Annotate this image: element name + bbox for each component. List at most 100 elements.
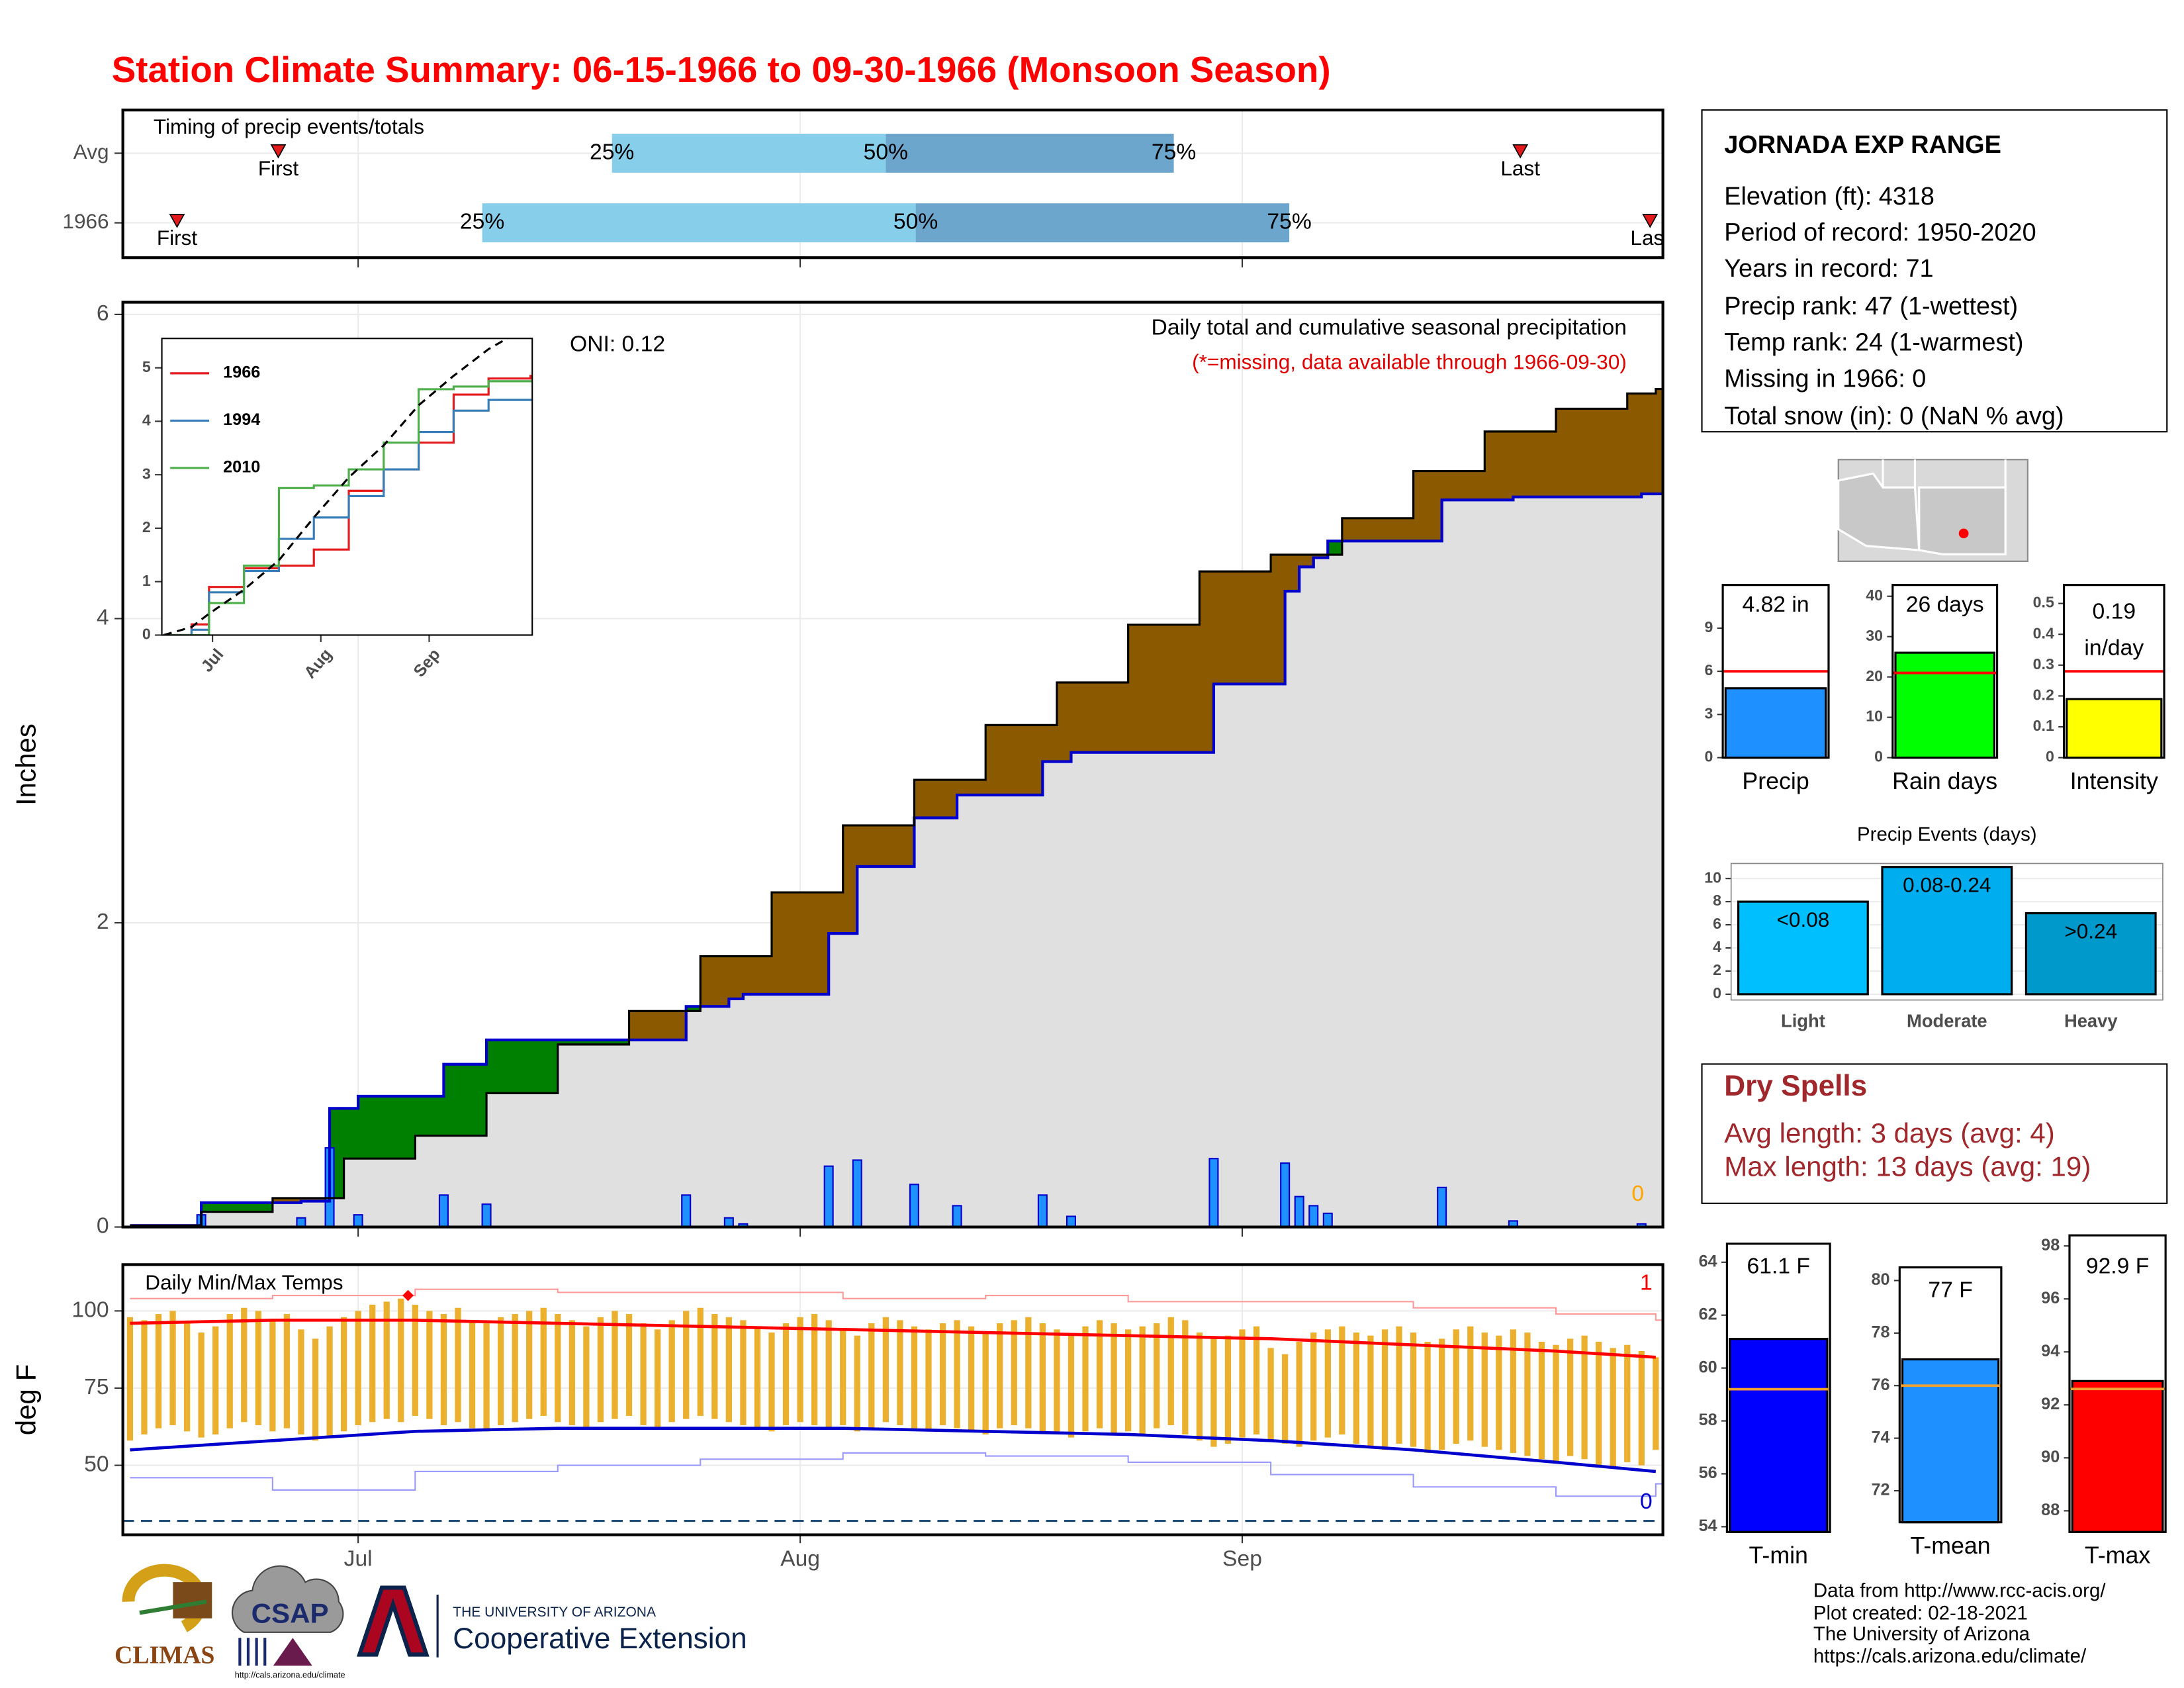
climas-text: CLIMAS [114,1641,214,1669]
y-tick-label: 60 [1699,1358,1717,1376]
temp-range-bar [640,1323,647,1425]
temp-range-bar [897,1320,903,1425]
temp-range-bar [1196,1333,1203,1441]
y-tick-label: 1 [142,572,151,589]
temp-range-bar [1139,1326,1146,1434]
daily-bar [1508,1220,1518,1227]
temp-range-bar [1653,1357,1659,1450]
temp-range-bar [526,1311,533,1419]
temp-range-bar [982,1333,989,1434]
quartile-label: 25% [590,140,634,164]
station-line: Missing in 1966: 0 [1724,365,1926,393]
daily-bar [738,1223,749,1227]
temp-range-bar [1553,1344,1559,1462]
bar [1894,651,1995,759]
temp-range-bar [1353,1333,1360,1444]
subtitle: Daily total and cumulative seasonal prec… [1152,315,1627,340]
mini-frame [1725,1243,1831,1533]
daily-bar [438,1194,449,1227]
x-tick-label: Jul [344,1546,373,1571]
temp-range-bar [811,1314,818,1425]
y-tick-label: 0.3 [2033,655,2054,673]
bar-label: Precip [1742,768,1809,794]
y-axis-title: deg F [11,1364,42,1436]
mini-frame [2068,1234,2167,1533]
series-line [163,380,533,635]
temp-range-bar [412,1305,418,1416]
temp-range-bar [968,1326,975,1432]
temp-range-bar [1239,1329,1246,1438]
daily-bar [296,1217,306,1227]
y-tick-label: 2 [142,518,151,536]
temp-range-bar [683,1311,690,1419]
dry-spells-box [1701,1063,2168,1204]
y-tick-label: 75 [84,1375,109,1399]
temp-range-bar [768,1333,775,1432]
daily-bar [952,1205,962,1227]
temp-range-bar [355,1311,361,1425]
extension-text: Cooperative Extension [453,1622,747,1655]
y-tick-label: 58 [1699,1411,1717,1429]
panel-bg [122,1264,1663,1535]
temp-range-bar [1267,1348,1274,1441]
y-tick-label: 4 [142,412,151,429]
temp-range-bar [1224,1335,1232,1444]
quartile-label: 50% [893,210,938,234]
bar [1901,1358,2000,1524]
quartile-label: 75% [1267,210,1311,234]
temp-range-bar [269,1320,276,1432]
y-tick-label: 9 [1704,618,1713,635]
temp-range-bar [1538,1342,1545,1460]
y-tick-label: 0.1 [2033,717,2054,734]
csap-logo: CSAP http://cals.arizona.edu/climate [232,1565,345,1679]
daily-bar [723,1217,734,1227]
quartile-label: 50% [864,140,908,164]
panel-frame [121,109,1664,259]
row-label: Avg [73,140,109,164]
temp-range-bar [1282,1354,1289,1444]
temp-range-bar [212,1326,219,1434]
row-label: 1966 [62,209,109,233]
daily-bar [681,1194,692,1227]
y-tick-label: 3 [1704,704,1713,722]
station-line: Years in record: 71 [1724,255,1933,283]
value-label: 77 F [1928,1278,1972,1302]
timing-title: Timing of precip events/totals [154,115,424,138]
event-marker [1512,144,1529,159]
temp-range-bar [183,1323,191,1432]
bar [1881,866,2013,996]
station-line: Total snow (in): 0 (NaN % avg) [1724,402,2064,430]
bar-label: Intensity [2070,768,2158,794]
legend-label: 1994 [223,410,260,429]
y-tick-label: 96 [2041,1289,2060,1307]
x-tick-label: Sep [1222,1546,1262,1571]
y-tick-label: 0.5 [2033,594,2054,611]
temp-range-bar [1167,1317,1174,1425]
inset-frame [161,338,533,636]
footer-line: Data from http://www.rcc-acis.org/ [1813,1580,2106,1602]
y-tick-label: 20 [1866,667,1883,684]
temp-range-bar [939,1323,946,1425]
temp-range-bar [1082,1326,1089,1432]
temp-range-bar [954,1320,960,1429]
events-frame [1730,863,2163,1001]
temp-range-bar [882,1317,889,1423]
y-tick-label: 74 [1871,1428,1889,1446]
temp-range-bar [512,1314,518,1423]
x-tick-label: Heavy [2064,1011,2118,1031]
y-tick-label: 40 [1866,586,1883,604]
dry-spells-line: Max length: 13 days (avg: 19) [1724,1150,2091,1182]
x-tick-label: Aug [780,1546,820,1571]
y-tick-label: 78 [1871,1323,1889,1342]
temp-range-bar [540,1307,547,1416]
value-label: 0.19 in/day [2084,600,2144,661]
temp-range-bar [583,1326,590,1429]
temp-range-bar [1396,1326,1402,1444]
temp-range-bar [1125,1329,1132,1432]
temp-range-bar [1296,1342,1302,1447]
daily-bar [823,1165,834,1227]
temp-range-bar [155,1314,162,1429]
station-name: JORNADA EXP RANGE [1724,131,2001,159]
